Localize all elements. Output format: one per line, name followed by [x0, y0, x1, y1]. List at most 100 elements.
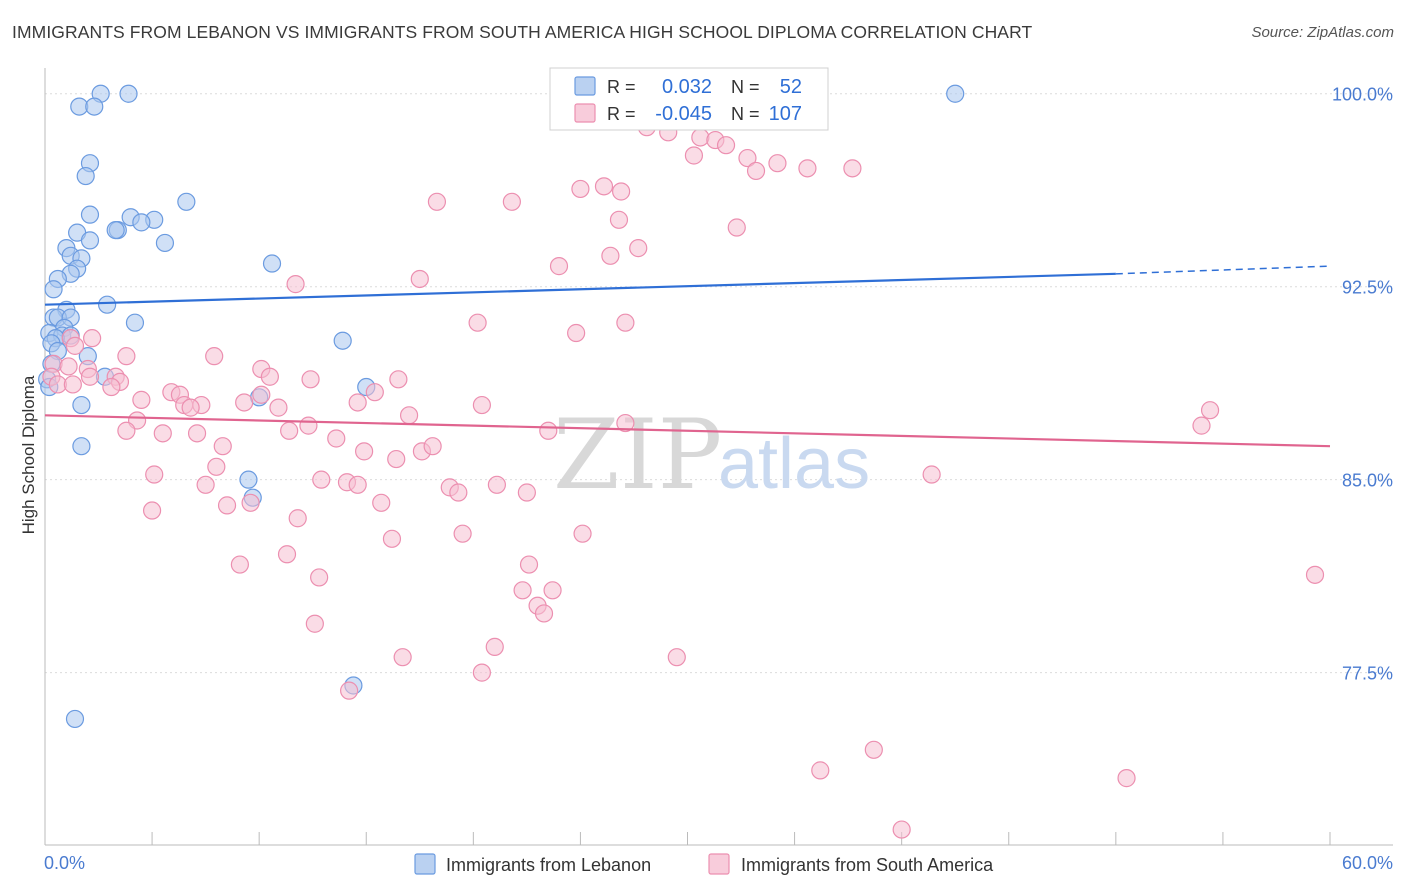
point-south-america: [63, 375, 82, 394]
point-south-america: [280, 421, 299, 440]
point-south-america: [83, 329, 102, 348]
point-south-america: [348, 475, 367, 494]
legend-swatch-lebanon: [574, 76, 596, 96]
point-south-america: [327, 429, 346, 448]
point-south-america: [811, 761, 830, 780]
correlation-legend: R = 0.032 N = 52 R = -0.045 N = 107: [549, 67, 829, 131]
point-south-america: [207, 457, 226, 476]
legend-r-label-south-america: R =: [607, 104, 636, 124]
point-south-america: [922, 465, 941, 484]
point-south-america: [235, 393, 254, 412]
point-south-america: [305, 614, 324, 633]
point-south-america: [65, 336, 85, 355]
point-south-america: [312, 470, 331, 489]
point-south-america: [534, 604, 554, 623]
point-lebanon: [80, 205, 100, 224]
point-lebanon: [333, 331, 352, 350]
legend-n-value-lebanon: 52: [780, 76, 802, 98]
point-south-america: [299, 416, 318, 435]
point-south-america: [519, 555, 539, 574]
point-south-america: [1117, 769, 1136, 788]
y-tick-labels: 100.0% 92.5% 85.0% 77.5%: [1332, 85, 1393, 684]
series-legend-swatch-south-america: [708, 853, 730, 875]
point-south-america: [80, 367, 100, 386]
point-south-america: [684, 146, 704, 165]
point-south-america: [277, 545, 297, 564]
point-south-america: [399, 406, 419, 425]
point-south-america: [310, 568, 329, 587]
point-south-america: [355, 442, 374, 461]
point-lebanon: [125, 313, 145, 332]
point-lebanon: [946, 84, 965, 103]
point-south-america: [410, 269, 429, 289]
point-south-america: [365, 383, 384, 402]
point-south-america: [213, 437, 232, 456]
legend-n-value-south-america: 107: [769, 103, 802, 125]
point-lebanon: [106, 220, 125, 240]
watermark-zip: ZIP: [553, 399, 722, 511]
point-south-america: [1200, 401, 1220, 420]
series-legend-label-lebanon: Immigrants from Lebanon: [446, 855, 651, 875]
point-south-america: [153, 424, 172, 443]
point-south-america: [629, 238, 648, 258]
watermark-atlas: atlas: [718, 424, 870, 504]
trend-line-extension-lebanon: [1115, 265, 1331, 275]
point-lebanon: [132, 213, 151, 232]
chart-title: IMMIGRANTS FROM LEBANON VS IMMIGRANTS FR…: [12, 22, 1033, 42]
point-south-america: [727, 218, 746, 237]
point-south-america: [187, 424, 207, 443]
point-south-america: [145, 465, 164, 484]
point-south-america: [241, 493, 260, 512]
point-south-america: [716, 136, 736, 155]
point-south-america: [393, 648, 412, 667]
point-south-america: [601, 246, 620, 265]
point-lebanon: [72, 395, 91, 415]
point-south-america: [609, 210, 629, 229]
point-south-america: [102, 377, 121, 397]
point-lebanon: [98, 295, 117, 314]
point-lebanon: [177, 192, 196, 211]
point-south-america: [1192, 416, 1211, 435]
point-south-america: [571, 179, 590, 199]
legend-r-label-lebanon: R =: [607, 77, 636, 97]
point-south-america: [260, 367, 279, 386]
point-south-america: [449, 483, 468, 502]
grid-lines: [45, 93, 1393, 674]
point-south-america: [798, 159, 817, 178]
point-south-america: [543, 581, 562, 600]
point-south-america: [117, 421, 136, 440]
point-south-america: [485, 637, 504, 656]
point-south-america: [423, 437, 442, 456]
series-legend: Immigrants from Lebanon Immigrants from …: [414, 853, 994, 875]
point-south-america: [59, 357, 78, 376]
point-south-america: [472, 663, 491, 682]
point-south-america: [738, 148, 757, 168]
point-lebanon: [65, 709, 85, 729]
point-south-america: [252, 385, 271, 404]
point-south-america: [348, 393, 367, 412]
legend-r-value-south-america: -0.045: [655, 103, 712, 125]
point-lebanon: [80, 231, 100, 250]
point-lebanon: [44, 280, 63, 299]
y-tick-label: 92.5%: [1342, 278, 1393, 298]
point-south-america: [594, 177, 614, 196]
point-south-america: [196, 475, 215, 494]
point-south-america: [382, 529, 402, 548]
point-lebanon: [239, 470, 258, 489]
point-south-america: [132, 390, 151, 409]
point-lebanon: [262, 254, 282, 273]
point-south-america: [892, 820, 911, 839]
point-south-america: [230, 555, 249, 574]
series-legend-label-south-america: Immigrants from South America: [741, 855, 994, 875]
x-ticks: [44, 832, 1331, 845]
point-south-america: [427, 192, 447, 211]
legend-n-label-lebanon: N =: [731, 77, 760, 97]
watermark: ZIP atlas: [553, 399, 870, 511]
trend-line-south-america: [44, 414, 1331, 448]
point-south-america: [487, 475, 506, 494]
point-south-america: [549, 257, 569, 276]
x-tick-label-min: 0.0%: [44, 853, 85, 873]
point-south-america: [768, 154, 787, 173]
point-lebanon: [119, 84, 138, 103]
point-south-america: [573, 524, 592, 543]
